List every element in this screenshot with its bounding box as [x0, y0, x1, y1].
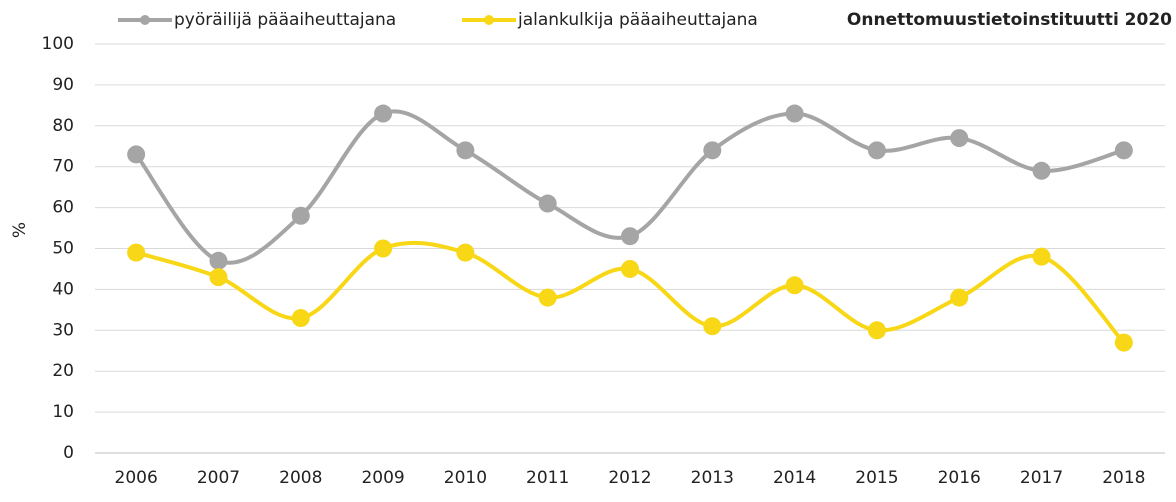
legend-label: pyöräilijä pääaiheuttajana: [174, 10, 396, 30]
marker: [374, 104, 393, 123]
marker: [785, 104, 804, 123]
y-axis-label: %: [10, 222, 30, 238]
x-tick-label: 2011: [526, 468, 569, 488]
marker: [456, 243, 475, 262]
x-tick-label: 2010: [444, 468, 487, 488]
marker: [1114, 333, 1133, 352]
x-tick-label: 2016: [938, 468, 981, 488]
x-tick-label: 2009: [361, 468, 404, 488]
x-tick-label: 2007: [197, 468, 240, 488]
marker: [291, 309, 310, 328]
x-tick-label: 2008: [279, 468, 322, 488]
marker: [291, 206, 310, 225]
marker: [209, 251, 228, 270]
marker: [867, 321, 886, 340]
marker: [1114, 141, 1133, 160]
legend-marker: [484, 15, 494, 25]
legend-label: jalankulkija pääaiheuttajana: [517, 10, 758, 30]
y-tick-label: 40: [52, 279, 74, 299]
y-tick-label: 0: [63, 443, 74, 463]
y-tick-label: 20: [52, 361, 74, 381]
marker: [785, 276, 804, 295]
marker: [950, 129, 969, 148]
y-tick-label: 10: [52, 402, 74, 422]
y-tick-label: 60: [52, 198, 74, 218]
marker: [456, 141, 475, 160]
marker: [703, 317, 722, 336]
x-tick-label: 2014: [773, 468, 816, 488]
marker: [127, 145, 146, 164]
series-line: [135, 240, 1126, 344]
x-tick-label: 2013: [691, 468, 734, 488]
x-tick-label: 2012: [608, 468, 651, 488]
marker: [127, 243, 146, 262]
marker: [1032, 161, 1051, 180]
y-tick-label: 100: [42, 34, 74, 54]
x-tick-label: 2015: [855, 468, 898, 488]
marker: [950, 288, 969, 307]
marker: [209, 268, 228, 287]
marker: [867, 141, 886, 160]
marker: [621, 227, 639, 246]
marker: [538, 288, 557, 307]
x-tick-label: 2006: [115, 468, 158, 488]
marker: [621, 259, 639, 278]
y-tick-label: 70: [52, 157, 74, 177]
source: Onnettomuustietoinstituutti 2020: [847, 10, 1172, 30]
y-tick-label: 80: [52, 116, 74, 136]
x-tick-label: 2017: [1020, 468, 1063, 488]
x-tick-label: 2018: [1102, 468, 1145, 488]
marker: [1032, 247, 1051, 266]
marker: [703, 141, 722, 160]
legend-marker: [140, 15, 150, 25]
marker: [374, 239, 393, 258]
marker: [538, 194, 557, 213]
y-tick-label: 90: [52, 75, 74, 95]
y-tick-label: 50: [52, 239, 74, 259]
y-tick-label: 30: [52, 320, 74, 340]
